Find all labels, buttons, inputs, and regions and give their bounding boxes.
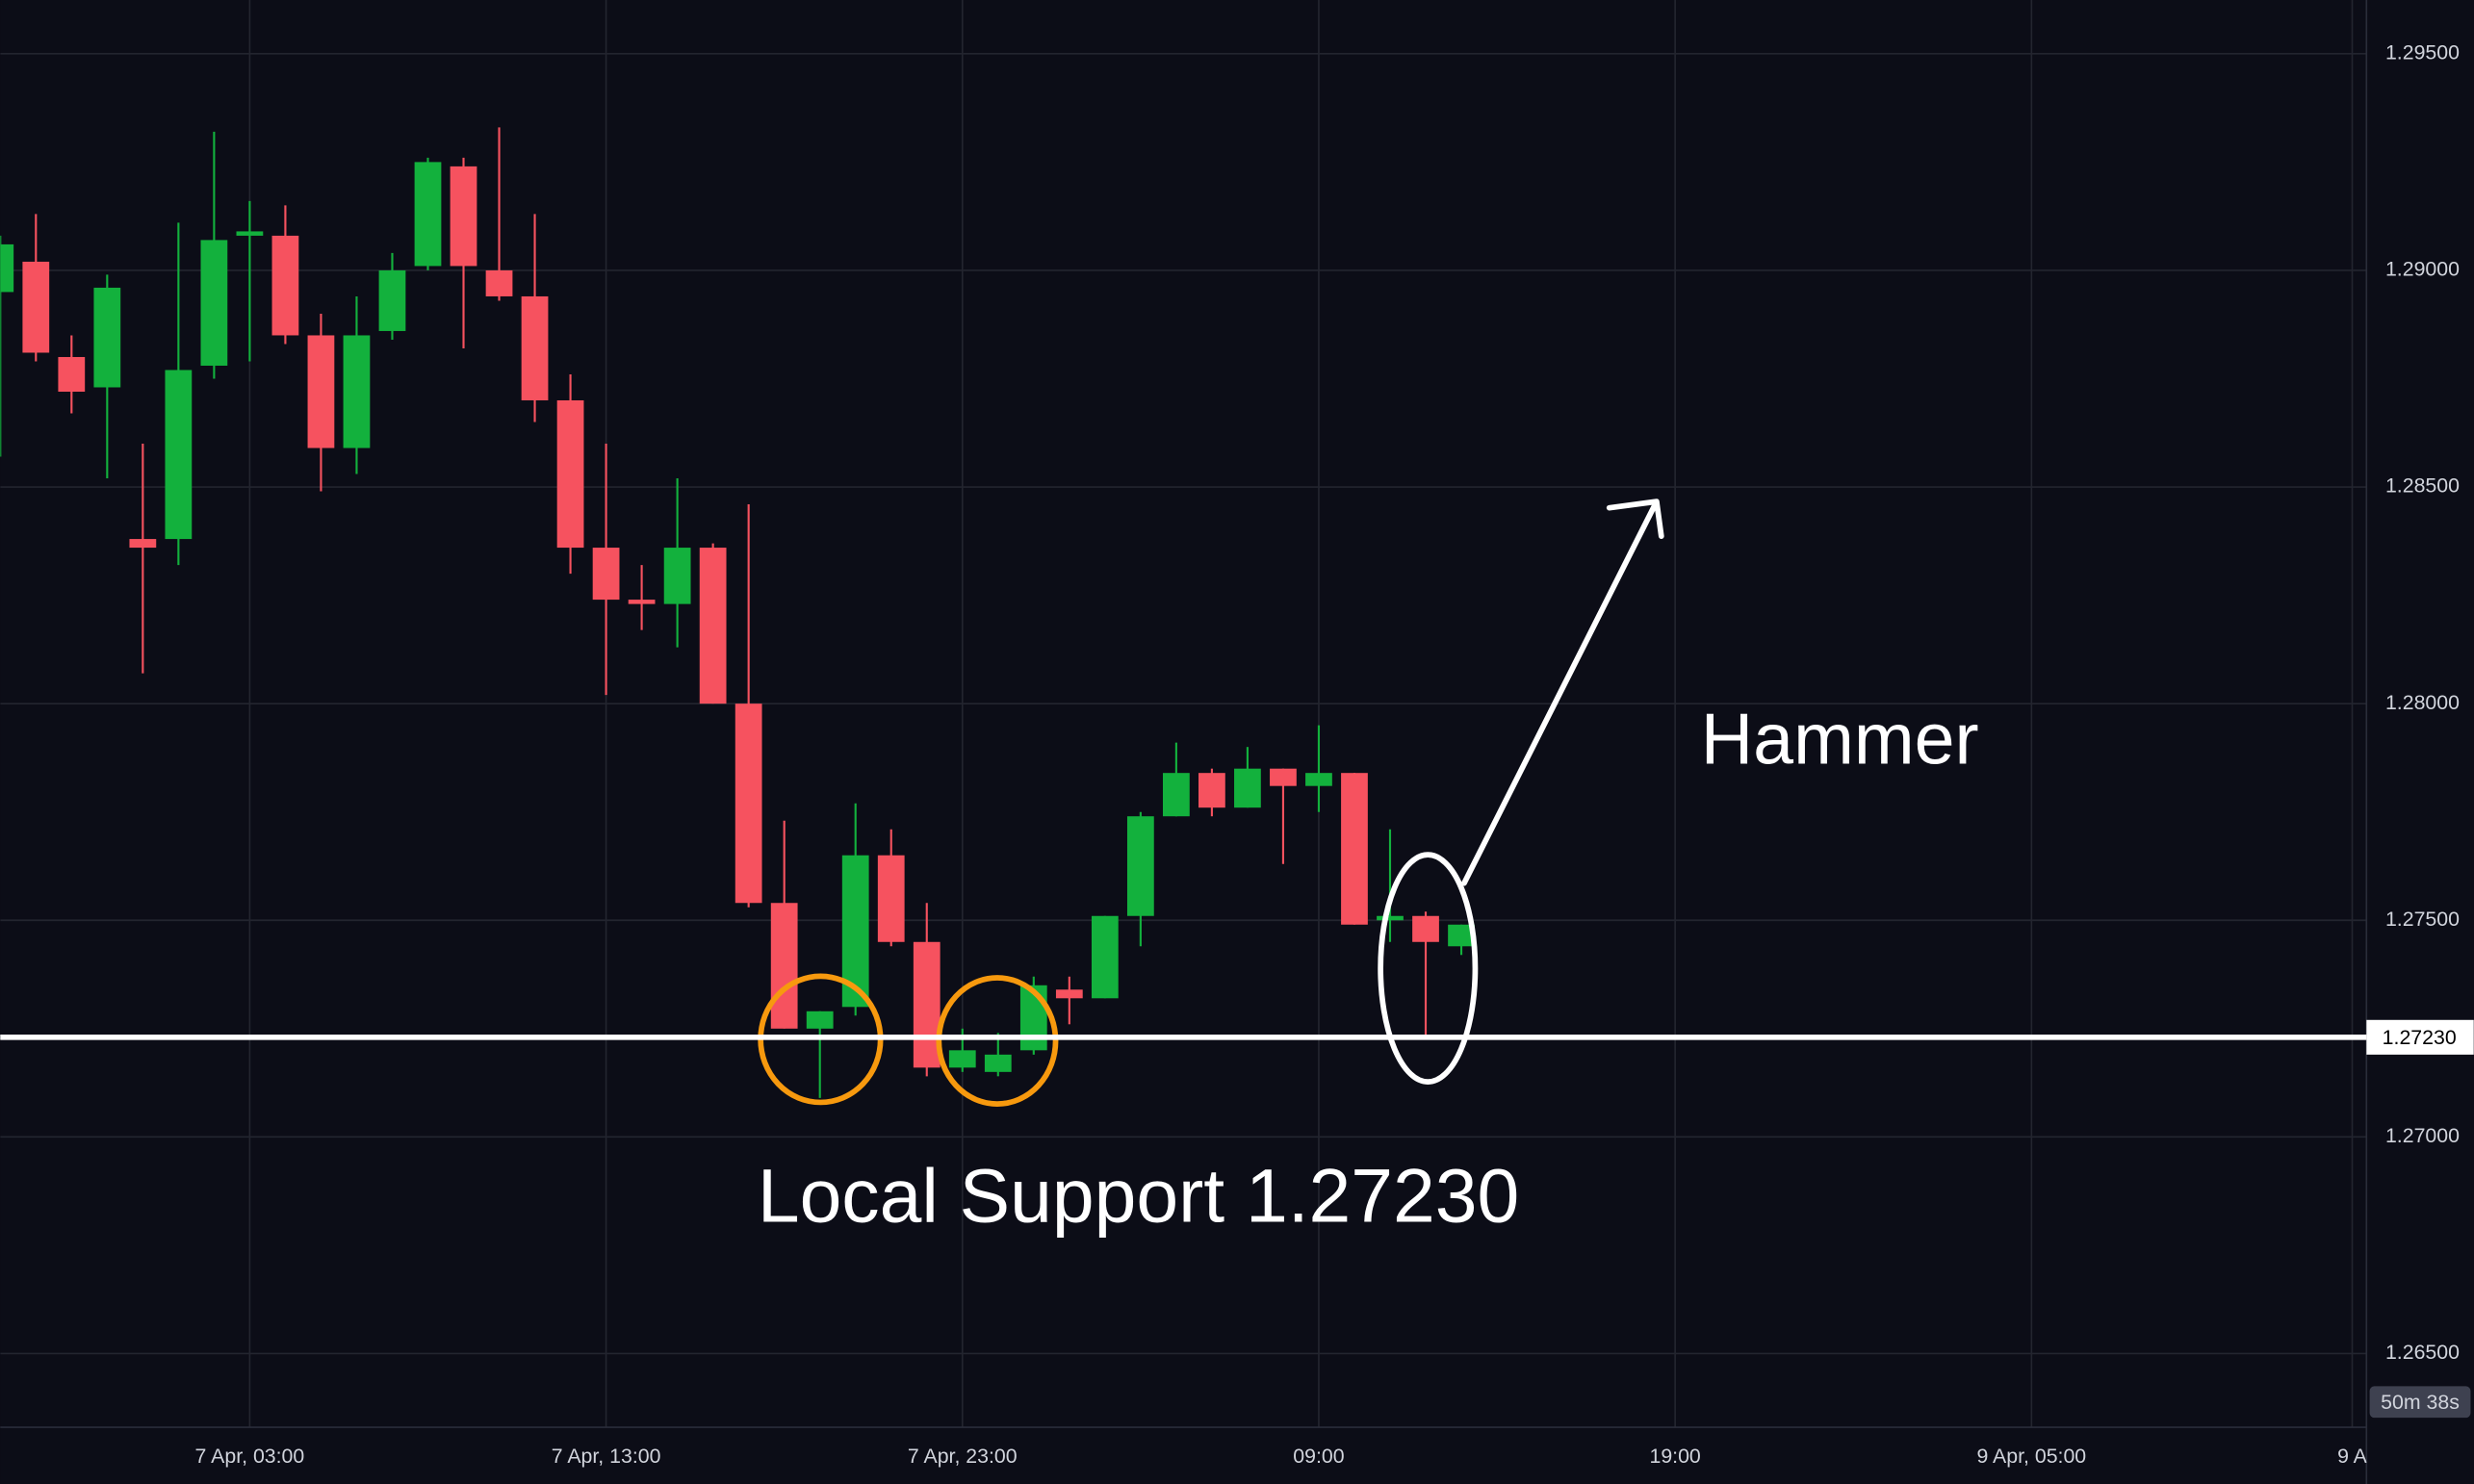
candle-body <box>699 548 727 704</box>
candle-body <box>343 335 371 448</box>
candle-body <box>485 269 513 296</box>
candle-body <box>1341 773 1368 925</box>
candle-body <box>1270 768 1297 786</box>
candle-body <box>22 261 50 353</box>
y-tick-label: 1.28000 <box>2385 691 2460 714</box>
y-tick-label: 1.29000 <box>2385 258 2460 281</box>
candle-body <box>0 243 14 293</box>
y-tick-label: 1.27000 <box>2385 1124 2460 1147</box>
candle-body <box>663 548 691 604</box>
candle-body <box>1448 924 1475 947</box>
candle-body <box>93 287 121 388</box>
y-tick-label: 1.26500 <box>2385 1341 2460 1364</box>
candle-body <box>1126 816 1154 916</box>
candle-body <box>628 600 656 604</box>
candle-body <box>1162 773 1190 817</box>
candle-body <box>770 903 798 1029</box>
y-tick-label: 1.28500 <box>2385 474 2460 498</box>
annotation: Local Support 1.27230 <box>758 1153 1519 1238</box>
x-tick-label: 7 Apr, 03:00 <box>195 1445 305 1468</box>
candle-body <box>200 240 228 366</box>
highlight-ellipse <box>1378 852 1479 1086</box>
candle-body <box>1198 773 1225 808</box>
candle-body <box>913 941 941 1068</box>
arrow <box>1461 499 1664 886</box>
candle-body <box>271 235 299 336</box>
candle-body <box>1091 915 1119 999</box>
candle-body <box>984 1054 1012 1072</box>
x-tick-labels: 7 Apr, 03:00 7 Apr, 13:00 7 Apr, 23:00 09:0… <box>195 1445 2368 1468</box>
candle-body <box>165 370 193 540</box>
candle-body <box>592 548 620 601</box>
candle-body <box>948 1050 976 1068</box>
candle-body <box>414 162 442 267</box>
candle-body <box>1234 768 1261 808</box>
candle-body <box>307 335 335 448</box>
candle-body <box>378 269 406 331</box>
candle-body <box>806 1011 834 1029</box>
x-tick-label: 19:00 <box>1649 1445 1700 1468</box>
candle-body <box>58 356 86 392</box>
candle-body <box>521 295 549 400</box>
candle-body <box>556 399 584 549</box>
x-tick-label: 7 Apr, 23:00 <box>908 1445 1018 1468</box>
candle-body <box>129 539 157 549</box>
candle-body <box>236 231 264 236</box>
y-tick-label: 1.29500 <box>2385 40 2460 64</box>
x-tick-label: 09:00 <box>1293 1445 1344 1468</box>
candle-body <box>1412 915 1439 942</box>
support-label: 1.27230 <box>2383 1026 2457 1049</box>
y-tick-label: 1.27500 <box>2385 908 2460 931</box>
support-badge <box>2366 1019 2474 1055</box>
candle-body <box>734 704 762 904</box>
candle-body <box>1055 989 1083 999</box>
candle-body <box>450 166 477 267</box>
annotation: Hammer <box>1701 698 1979 779</box>
candle-body <box>1377 915 1404 921</box>
highlight-circle <box>936 975 1059 1107</box>
axes: 1.26500 1.27000 1.27500 1.28000 1.28500 1.290… <box>195 40 2461 1467</box>
x-tick-label: 7 Apr, 13:00 <box>552 1445 661 1468</box>
timer: 50m 38s <box>2381 1391 2460 1414</box>
candle-body <box>877 855 905 942</box>
drawings: Hammer Local Support 1.27230 <box>758 499 1979 1238</box>
x-tick-label: 9 A <box>2337 1445 2368 1468</box>
x-tick-label: 9 Apr, 05:00 <box>1976 1445 2086 1468</box>
timer-badge <box>2369 1386 2471 1419</box>
candle-body <box>1305 773 1332 786</box>
